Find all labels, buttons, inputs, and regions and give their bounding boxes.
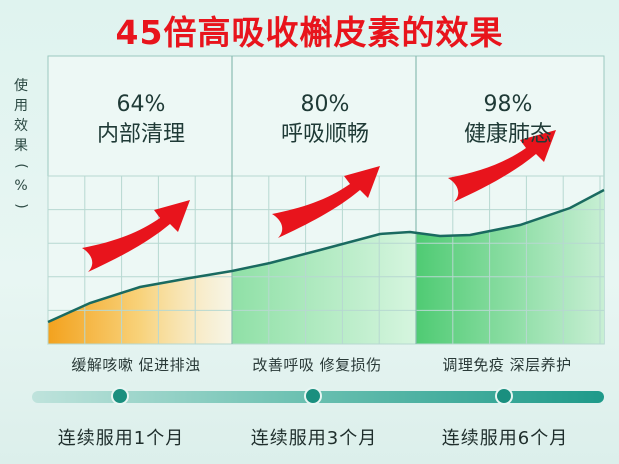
panel-3-duration: 连续服用6个月 [441,428,569,449]
panel-1-value-box: 64% 内部清理 [51,90,231,150]
timeline-dot-3 [495,387,513,405]
timeline-dot-2 [304,387,322,405]
red-arrow-icon-1 [82,200,190,272]
y-axis-label-char: 使 [14,78,28,94]
panel-2-duration: 连续服用3个月 [250,428,378,449]
y-axis-label-char: 用 [14,98,28,114]
panel-1-duration: 连续服用1个月 [57,428,185,449]
panel-2-value: 80% [300,92,350,117]
y-axis-label: 使用效果(%) [10,76,32,216]
y-axis-label-char: % [14,178,28,194]
panel-1-label: 内部清理 [96,122,185,147]
panel-1-value: 64% [116,92,166,117]
timeline-dot-1 [111,387,129,405]
chart-title: 45倍高吸收槲皮素的效果 [115,13,504,52]
y-axis-label-char: 效 [14,118,28,134]
panel-2-value-box: 80% 呼吸顺畅 [235,90,415,150]
y-axis-label-char: 果 [14,138,28,154]
panel-3-label: 健康肺态 [463,122,552,147]
red-arrow-icon-3 [448,130,556,202]
red-arrow-icon-2 [272,166,380,238]
panel-2-caption: 改善呼吸 修复损伤 [252,356,382,374]
series-line [47,188,605,324]
area-fill-panel-2 [232,232,416,344]
area-fill-panel-1 [48,271,232,344]
panel-3-caption: 调理免疫 深层养护 [442,356,572,374]
area-fill-panel-3 [416,190,604,344]
panel-3-value-box: 98% 健康肺态 [418,90,598,150]
panel-3-value: 98% [483,92,533,117]
panel-1-caption: 缓解咳嗽 促进排浊 [71,356,201,374]
panel-2-label: 呼吸顺畅 [280,122,369,147]
